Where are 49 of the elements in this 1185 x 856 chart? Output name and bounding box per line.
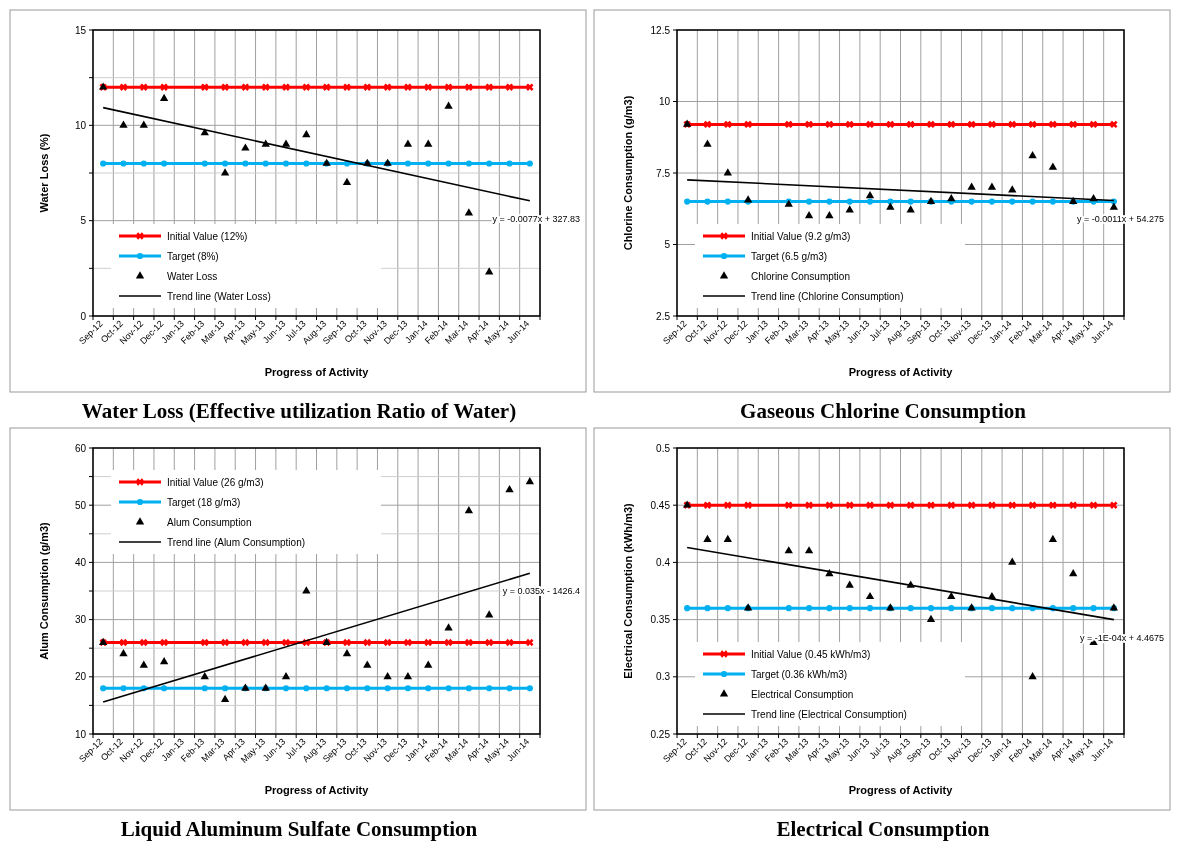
- x-axis-title: Progress of Activity: [848, 784, 954, 796]
- legend-label: Trend line (Chlorine Consumption): [751, 290, 904, 302]
- y-tick-label: 15: [74, 24, 87, 36]
- y-tick-label: 20: [74, 671, 87, 683]
- y-tick-label: 7.5: [656, 167, 671, 179]
- legend-label: Target (0.36 kWh/m3): [751, 668, 848, 680]
- text: Electrical Consumption: [776, 817, 990, 841]
- y-tick-label: 0.5: [656, 442, 671, 454]
- legend-label: Trend line (Electrical Consumption): [751, 708, 907, 720]
- y-tick-label: 10: [658, 96, 671, 107]
- legend-label: Initial Value (9.2 g/m3): [751, 230, 851, 242]
- legend-label: Electrical Consumption: [751, 688, 854, 700]
- legend-label: Target (8%): [167, 250, 219, 262]
- legend-label: Chlorine Consumption: [751, 270, 850, 282]
- y-tick-label: 0: [80, 310, 87, 322]
- legend-label: Trend line (Water Loss): [167, 290, 271, 302]
- y-axis-title: Alum Consumption (g/m3): [38, 521, 50, 660]
- y-axis-title: Electrical Consumption (kWh/m3): [622, 502, 634, 679]
- legend-label: Initial Value (0.45 kWh/m3): [751, 648, 871, 660]
- y-tick-label: 60: [74, 442, 87, 454]
- y-tick-label: 12.5: [650, 24, 671, 36]
- text: Water Loss (Effective utilization Ratio of Water): [81, 399, 517, 423]
- y-tick-label: 0.25: [650, 728, 671, 740]
- y-tick-label: 5: [664, 239, 671, 250]
- x-axis-title: Progress of Activity: [848, 366, 954, 378]
- y-tick-label: 30: [74, 614, 87, 626]
- y-tick-label: 10: [74, 728, 87, 740]
- y-tick-label: 0.4: [656, 556, 671, 568]
- legend-label: Trend line (Alum Consumption): [167, 536, 306, 548]
- y-axis-title: Chlorine Consumption (g/m3): [622, 95, 634, 251]
- y-tick-label: 5: [80, 215, 87, 227]
- legend-label: Initial Value (12%): [167, 230, 248, 242]
- x-axis-title: Progress of Activity: [264, 784, 370, 796]
- y-tick-label: 2.5: [656, 310, 671, 322]
- legend-label: Target (18 g/m3): [167, 496, 241, 508]
- y-tick-label: 0.45: [650, 499, 671, 511]
- y-tick-label: 0.35: [650, 614, 671, 626]
- legend-label: Target (6.5 g/m3): [751, 250, 828, 262]
- y-tick-label: 50: [74, 499, 87, 511]
- legend-label: Alum Consumption: [167, 516, 252, 528]
- legend-label: Water Loss: [167, 270, 218, 282]
- text: Gaseous Chlorine Consumption: [740, 399, 1027, 423]
- y-tick-label: 0.3: [656, 671, 671, 683]
- legend-label: Initial Value (26 g/m3): [167, 476, 264, 488]
- y-tick-label: 40: [74, 556, 87, 568]
- y-axis-title: Water Loss (%): [38, 133, 50, 213]
- x-axis-title: Progress of Activity: [264, 366, 370, 378]
- y-tick-label: 10: [74, 119, 87, 131]
- text: Liquid Aluminum Sulfate Consumption: [120, 817, 478, 841]
